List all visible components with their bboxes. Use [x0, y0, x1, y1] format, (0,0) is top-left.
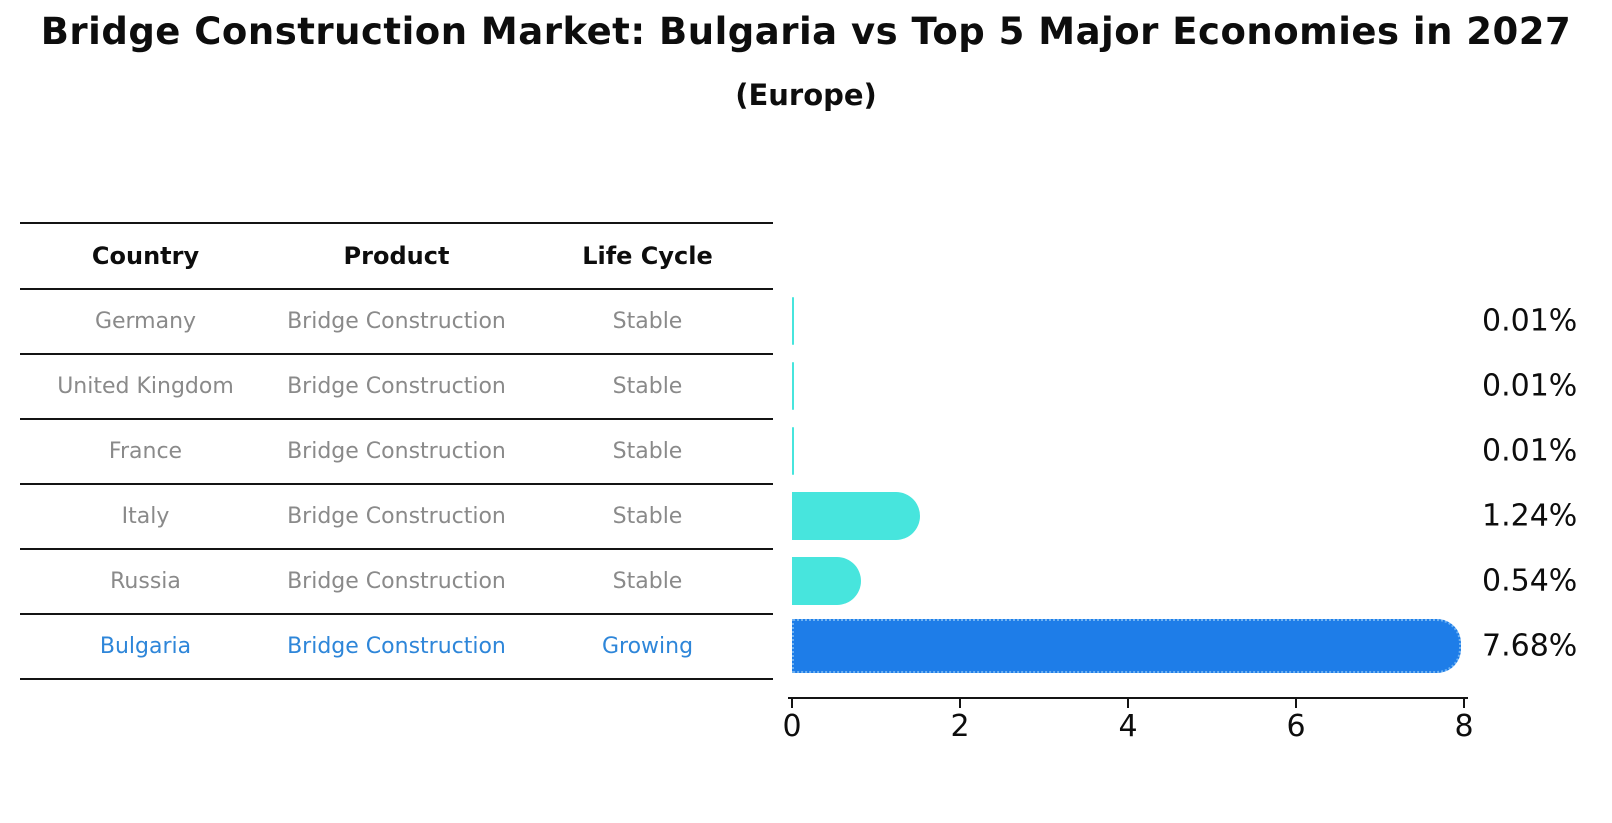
table-cell-lifecycle: Stable — [612, 439, 683, 464]
table-cell-country: Russia — [110, 569, 181, 594]
x-axis-tick-mark — [791, 699, 793, 708]
x-axis-tick-label: 0 — [782, 709, 802, 744]
table-row: Germany Bridge Construction Stable — [20, 290, 773, 355]
table-row: Italy Bridge Construction Stable — [20, 485, 773, 550]
table-header-product: Product — [343, 242, 450, 270]
table-cell-country: France — [108, 439, 183, 464]
table-cell-product: Bridge Construction — [287, 569, 506, 594]
table-header-lifecycle: Life Cycle — [582, 242, 713, 270]
bar — [792, 491, 920, 540]
table-cell-product: Bridge Construction — [287, 309, 506, 334]
bar-value-label: 0.01% — [1482, 303, 1578, 338]
table-cell-lifecycle: Stable — [612, 374, 683, 399]
x-axis-tick-label: 4 — [1118, 709, 1138, 744]
table-row: United Kingdom Bridge Construction Stabl… — [20, 355, 773, 420]
table-cell-country: Italy — [121, 504, 170, 529]
x-axis-tick-mark — [1463, 699, 1465, 708]
x-axis-tick-label: 6 — [1286, 709, 1306, 744]
chart-title: Bridge Construction Market: Bulgaria vs … — [40, 10, 1572, 53]
bar-row: 0.01% — [792, 418, 1612, 483]
table-row: Bulgaria Bridge Construction Growing — [20, 615, 773, 680]
x-axis-tick-mark — [1295, 699, 1297, 708]
x-axis-tick-mark — [1127, 699, 1129, 708]
table-body: Germany Bridge Construction Stable Unite… — [20, 290, 773, 680]
chart-subtitle: (Europe) — [735, 78, 877, 112]
bar-value-label: 0.01% — [1482, 433, 1578, 468]
table-cell-lifecycle: Stable — [612, 309, 683, 334]
bar-value-label: 1.24% — [1482, 498, 1578, 533]
table-header-row: Country Product Life Cycle — [20, 222, 773, 290]
bar-row: 1.24% — [792, 483, 1612, 548]
x-axis-tick-label: 8 — [1454, 709, 1474, 744]
table-cell-product: Bridge Construction — [287, 374, 506, 399]
table-cell-country: Germany — [94, 309, 197, 334]
bar-value-label: 0.01% — [1482, 368, 1578, 403]
bar-value-label: 0.54% — [1482, 563, 1578, 598]
bar — [792, 618, 1461, 673]
table-cell-country: Bulgaria — [99, 634, 192, 659]
table-cell-lifecycle: Growing — [601, 634, 694, 659]
x-axis-line — [788, 697, 1468, 699]
bar-value-label: 7.68% — [1482, 628, 1578, 663]
table-row: France Bridge Construction Stable — [20, 420, 773, 485]
table-header-country: Country — [91, 242, 200, 270]
x-axis-tick-label: 2 — [950, 709, 970, 744]
country-table: Country Product Life Cycle Germany Bridg… — [20, 222, 773, 680]
table-cell-product: Bridge Construction — [287, 439, 506, 464]
table-cell-country: United Kingdom — [57, 374, 234, 399]
bar-row: 0.54% — [792, 548, 1612, 613]
table-cell-product: Bridge Construction — [287, 634, 506, 659]
bar — [792, 296, 794, 345]
x-axis-tick-mark — [959, 699, 961, 708]
bar-row: 7.68% — [792, 613, 1612, 678]
bar — [792, 361, 794, 410]
table-row: Russia Bridge Construction Stable — [20, 550, 773, 615]
bar-row: 0.01% — [792, 288, 1612, 353]
bar — [792, 556, 861, 605]
bar-chart: 0.01% 0.01% 0.01% 1.24% 0.54% 7.68% — [792, 288, 1577, 678]
table-cell-lifecycle: Stable — [612, 569, 683, 594]
bar-row: 0.01% — [792, 353, 1612, 418]
table-cell-lifecycle: Stable — [612, 504, 683, 529]
table-cell-product: Bridge Construction — [287, 504, 506, 529]
bar — [792, 426, 794, 475]
